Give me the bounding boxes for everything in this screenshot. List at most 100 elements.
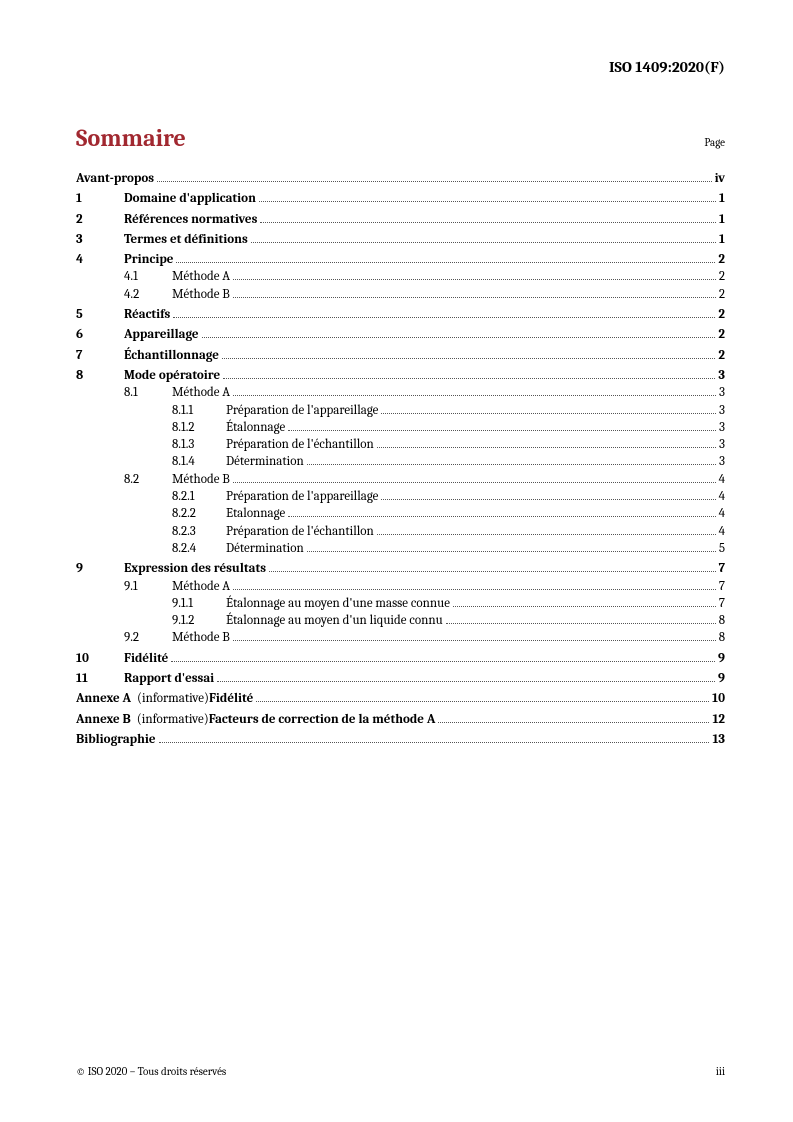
toc-entry[interactable]: 8.2Méthode B4 [76, 473, 725, 487]
toc-entry-page: 2 [718, 253, 725, 267]
toc-entry[interactable]: Bibliographie 13 [76, 733, 725, 747]
toc-entry[interactable]: 1Domaine d'application1 [76, 192, 725, 206]
toc-entry[interactable]: 4.1Méthode A 2 [76, 270, 725, 284]
toc-title: Sommaire [76, 124, 186, 152]
toc-leader-dots [269, 571, 716, 572]
toc-entry-number: Annexe A [76, 692, 131, 706]
toc-entry[interactable]: 8.2.4Détermination5 [76, 542, 725, 556]
toc-entry-page: 12 [712, 713, 725, 727]
toc-leader-dots [233, 640, 716, 641]
toc-entry-label: Mode opératoire [124, 369, 220, 383]
toc-entry[interactable]: 8.2.1Préparation de l'appareillage4 [76, 490, 725, 504]
toc-entry[interactable]: 6Appareillage2 [76, 328, 725, 342]
toc-entry-number: 8 [76, 369, 124, 383]
toc-entry-label: Méthode B [172, 288, 230, 302]
toc-entry[interactable]: 4.2Méthode B2 [76, 288, 725, 302]
toc-leader-dots [233, 279, 716, 280]
toc-entry-page: 3 [719, 421, 725, 435]
toc-entry-number: 8.1.1 [172, 404, 226, 418]
toc-entry[interactable]: 8Mode opératoire 3 [76, 369, 725, 383]
footer-copyright: © ISO 2020 – Tous droits réservés [76, 1065, 226, 1078]
toc-leader-dots [259, 201, 716, 202]
toc-entry[interactable]: 3Termes et définitions1 [76, 233, 725, 247]
toc-leader-dots [453, 606, 716, 607]
toc-entry-label: Fidélité [124, 652, 168, 666]
toc-entry-label: Préparation de l'appareillage [226, 490, 378, 504]
toc-entry[interactable]: 5Réactifs2 [76, 308, 725, 322]
toc-leader-dots [176, 262, 715, 263]
toc-leader-dots [307, 464, 716, 465]
toc-entry-number: 8.2.4 [172, 542, 226, 556]
toc-entry-page: 4 [719, 507, 725, 521]
toc-entry-page: 7 [719, 580, 725, 594]
toc-entry[interactable]: 8.1.4Détermination3 [76, 455, 725, 469]
toc-entry[interactable]: 8.1.2Étalonnage3 [76, 421, 725, 435]
toc-entry-label: Échantillonnage [124, 349, 219, 363]
toc-entry-page: 3 [718, 369, 725, 383]
toc-entry[interactable]: 8.2.3Préparation de l'échantillon 4 [76, 525, 725, 539]
toc-entry-number: 4.2 [124, 288, 172, 302]
toc-entry[interactable]: 11Rapport d'essai9 [76, 672, 725, 686]
toc-leader-dots [173, 317, 715, 318]
toc-entry-label: Principe [124, 253, 173, 267]
toc-entry-label: Bibliographie [76, 733, 156, 747]
toc-entry-label: Méthode A [172, 386, 230, 400]
toc-leader-dots [159, 742, 710, 743]
toc-entry-number: 8.1.3 [172, 438, 226, 452]
toc-entry-page: 2 [718, 349, 725, 363]
toc-entry-page: 13 [712, 733, 725, 747]
toc-entry[interactable]: 8.2.2Etalonnage4 [76, 507, 725, 521]
toc-entry-label: Réactifs [124, 308, 170, 322]
toc-entry-page: 1 [719, 192, 725, 206]
toc-entry-label: Références normatives [124, 213, 257, 227]
toc-leader-dots [438, 722, 709, 723]
toc-entry[interactable]: 9Expression des résultats7 [76, 562, 725, 576]
toc-entry-label: Rapport d'essai [124, 672, 214, 686]
toc-entry-page: 8 [719, 631, 725, 645]
toc-entry[interactable]: 8.1.3Préparation de l'échantillon3 [76, 438, 725, 452]
toc-entry[interactable]: 9.2Méthode B8 [76, 631, 725, 645]
toc-entry[interactable]: 8.1Méthode A3 [76, 386, 725, 400]
toc-entry[interactable]: 8.1.1Préparation de l'appareillage3 [76, 404, 725, 418]
toc-entry-label: Préparation de l'échantillon [226, 525, 374, 539]
toc-entry-informative: (informative) [137, 692, 209, 706]
footer-page-number: iii [716, 1065, 725, 1078]
toc-entry-number: 4 [76, 253, 124, 267]
toc-entry-page: 7 [719, 562, 725, 576]
toc-entry[interactable]: 7Échantillonnage2 [76, 349, 725, 363]
toc-entry[interactable]: 4Principe 2 [76, 253, 725, 267]
toc-entry-number: 10 [76, 652, 124, 666]
toc-entry-page: 3 [719, 438, 725, 452]
toc-leader-dots [288, 516, 715, 517]
toc-entry-page: 4 [719, 525, 725, 539]
toc-entry[interactable]: 9.1.1Étalonnage au moyen d'une masse con… [76, 597, 725, 611]
toc-leader-dots [256, 701, 709, 702]
toc-entry-label: Détermination [226, 542, 304, 556]
toc-entry[interactable]: 2Références normatives1 [76, 213, 725, 227]
toc-entry[interactable]: 9.1.2Étalonnage au moyen d'un liquide co… [76, 614, 725, 628]
toc-entry[interactable]: Annexe A (informative) Fidélité10 [76, 692, 725, 706]
toc-entry-informative: (informative) [137, 713, 209, 727]
toc-entry-number: 9.1.2 [172, 614, 226, 628]
toc-entry-page: 1 [719, 213, 725, 227]
toc-entry-label: Domaine d'application [124, 192, 256, 206]
toc-entry-label: Méthode B [172, 631, 230, 645]
toc-entry-number: 8.2.3 [172, 525, 226, 539]
page: ISO 1409:2020(F) Sommaire Page Avant-pro… [0, 0, 793, 800]
toc-entry-page: 7 [719, 597, 725, 611]
toc-entry-number: 4.1 [124, 270, 172, 284]
toc-leader-dots [222, 358, 715, 359]
toc-entry-label: Méthode A [172, 270, 230, 284]
toc-entry[interactable]: 10Fidélité9 [76, 652, 725, 666]
toc-entry[interactable]: Annexe B (informative) Facteurs de corre… [76, 713, 725, 727]
toc-leader-dots [217, 681, 715, 682]
toc-entry-page: 3 [719, 455, 725, 469]
toc-entry-label: Étalonnage [226, 421, 285, 435]
toc-entry-number: 9.1 [124, 580, 172, 594]
toc-entry-label: Etalonnage [226, 507, 285, 521]
toc-entry-label: Étalonnage au moyen d'un liquide connu [226, 614, 443, 628]
toc-entry-page: 2 [719, 270, 725, 284]
toc-entry-number: 9.1.1 [172, 597, 226, 611]
toc-entry[interactable]: 9.1Méthode A7 [76, 580, 725, 594]
toc-entry[interactable]: Avant-proposiv [76, 172, 725, 186]
